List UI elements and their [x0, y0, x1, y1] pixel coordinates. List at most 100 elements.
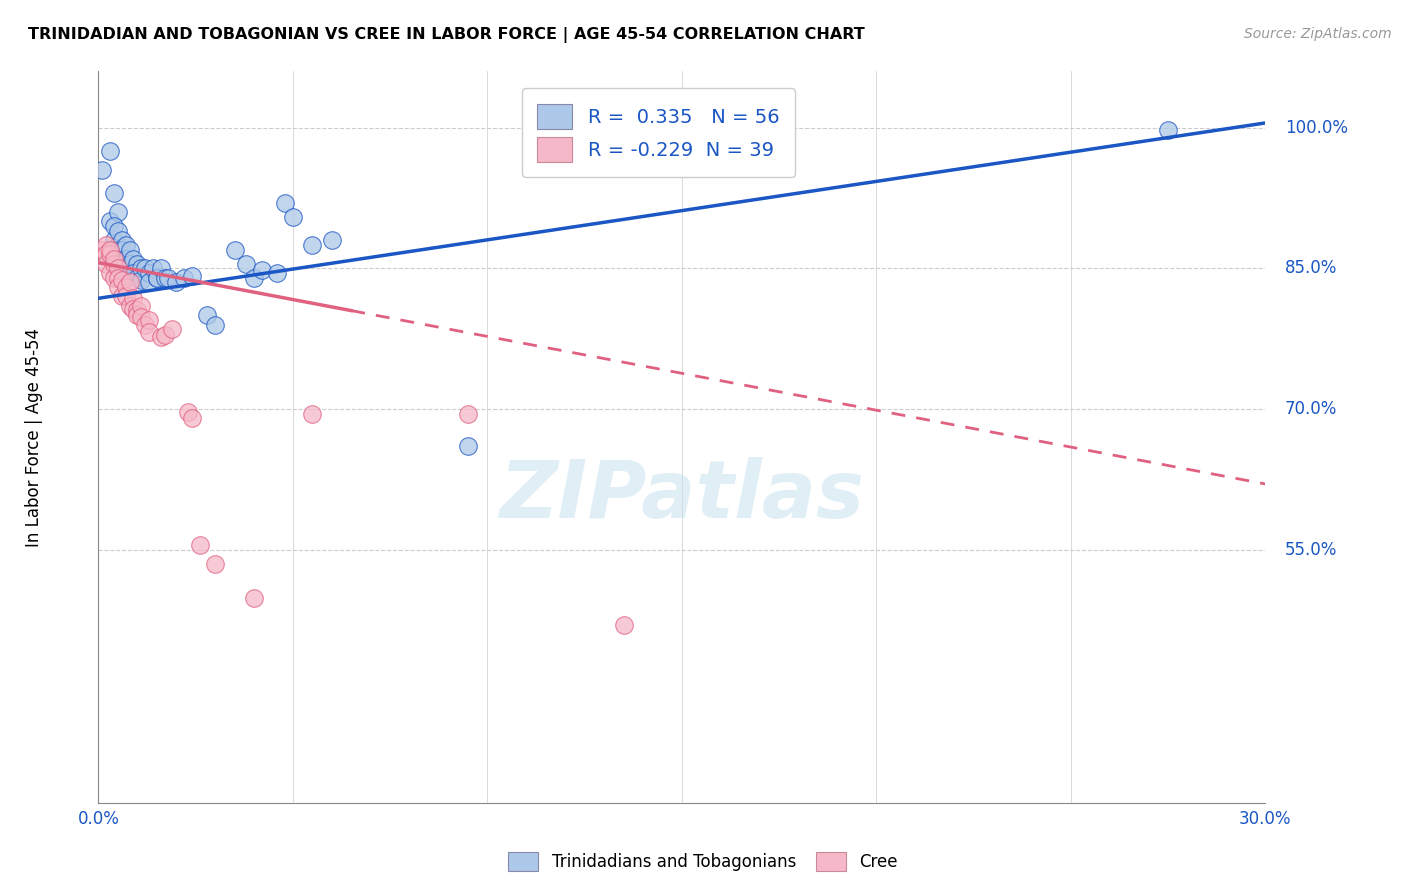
Point [114, 289, 136, 303]
Point [107, 261, 129, 276]
Point [107, 243, 129, 257]
Point [129, 261, 152, 276]
Point [98, 214, 121, 228]
Point [96, 237, 118, 252]
Point [173, 270, 195, 285]
Point [122, 252, 145, 266]
Point [149, 330, 172, 344]
Point [107, 205, 129, 219]
Text: Source: ZipAtlas.com: Source: ZipAtlas.com [1244, 27, 1392, 41]
Point [250, 263, 273, 277]
Point [103, 270, 125, 285]
Point [593, 130, 616, 145]
Point [91, 162, 114, 177]
Point [98, 243, 121, 257]
Point [134, 261, 156, 276]
Point [235, 257, 257, 271]
Point [98, 144, 121, 158]
Point [111, 252, 134, 266]
Text: In Labor Force | Age 45-54: In Labor Force | Age 45-54 [25, 327, 44, 547]
Point [243, 270, 266, 285]
Point [177, 405, 200, 419]
Point [188, 538, 211, 552]
Point [129, 310, 152, 324]
Point [274, 195, 297, 210]
Point [114, 252, 136, 266]
Point [301, 237, 323, 252]
Point [138, 313, 160, 327]
Point [281, 210, 304, 224]
Point [204, 557, 226, 571]
Point [111, 289, 134, 303]
Point [111, 261, 134, 276]
Point [111, 257, 134, 271]
Point [127, 303, 149, 318]
Point [118, 299, 141, 313]
Point [162, 322, 184, 336]
Point [111, 272, 134, 286]
Point [146, 270, 169, 285]
Point [138, 266, 160, 280]
Point [301, 407, 323, 421]
Point [1157, 122, 1180, 136]
Text: 55.0%: 55.0% [1285, 541, 1337, 558]
Point [127, 308, 149, 322]
Point [153, 270, 176, 285]
Point [138, 276, 160, 290]
Point [127, 257, 149, 271]
Point [195, 308, 218, 322]
Point [157, 270, 180, 285]
Point [204, 318, 226, 332]
Legend: Trinidadians and Tobagonians, Cree: Trinidadians and Tobagonians, Cree [501, 843, 905, 880]
Point [180, 268, 202, 283]
Point [98, 243, 121, 257]
Point [107, 280, 129, 294]
Point [457, 440, 479, 454]
Point [129, 272, 152, 286]
Point [111, 233, 134, 247]
Point [107, 270, 129, 285]
Point [118, 243, 141, 257]
Point [96, 247, 118, 261]
Point [122, 266, 145, 280]
Point [138, 325, 160, 339]
Point [180, 411, 202, 425]
Point [153, 327, 176, 342]
Point [103, 186, 125, 201]
Point [103, 219, 125, 233]
Point [111, 243, 134, 257]
Point [243, 591, 266, 606]
Point [134, 318, 156, 332]
Point [122, 301, 145, 316]
Point [165, 276, 187, 290]
Point [149, 261, 172, 276]
Point [224, 243, 246, 257]
Text: 70.0%: 70.0% [1285, 400, 1337, 418]
Point [118, 276, 141, 290]
Point [103, 252, 125, 266]
Point [98, 247, 121, 261]
Point [612, 617, 634, 632]
Point [457, 407, 479, 421]
Point [129, 299, 152, 313]
Text: 100.0%: 100.0% [1285, 119, 1348, 136]
Text: 85.0%: 85.0% [1285, 260, 1337, 277]
Text: ZIPatlas: ZIPatlas [499, 457, 865, 534]
Point [103, 233, 125, 247]
Point [114, 280, 136, 294]
Point [114, 266, 136, 280]
Point [114, 270, 136, 285]
Point [321, 233, 343, 247]
Point [91, 243, 114, 257]
Text: TRINIDADIAN AND TOBAGONIAN VS CREE IN LABOR FORCE | AGE 45-54 CORRELATION CHART: TRINIDADIAN AND TOBAGONIAN VS CREE IN LA… [28, 27, 865, 43]
Legend: R =  0.335   N = 56, R = -0.229  N = 39: R = 0.335 N = 56, R = -0.229 N = 39 [522, 88, 796, 178]
Point [146, 270, 169, 285]
Point [96, 257, 118, 271]
Point [103, 257, 125, 271]
Point [142, 261, 165, 276]
Point [114, 237, 136, 252]
Point [107, 257, 129, 271]
Point [122, 291, 145, 305]
Point [98, 266, 121, 280]
Point [107, 237, 129, 252]
